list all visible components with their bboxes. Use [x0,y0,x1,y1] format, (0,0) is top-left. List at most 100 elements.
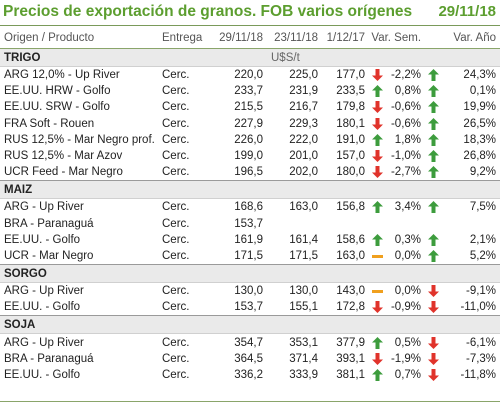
weekly-change: -1,0% [390,150,422,163]
price-current: 220,0 [234,69,263,82]
down-arrow-icon [425,299,442,316]
yearly-change: -11,0% [460,301,497,314]
yearly-change: 0,1% [469,85,497,98]
price-current: 364,5 [234,352,263,365]
unit-label [267,180,500,200]
title-bar: Precios de exportación de granos. FOB va… [0,0,500,26]
col-header-var-sem: Var. Sem. [369,28,426,49]
price-year-ago: 143,0 [336,285,365,298]
section-header-row: MAIZ [0,180,500,200]
col-header-date2: 23/11/18 [267,28,322,49]
price-week-ago: 216,7 [289,101,318,114]
price-year-ago: 191,0 [336,133,365,146]
product-name: UCR - Mar Negro [4,249,94,262]
product-name: EE.UU. SRW - Golfo [4,101,110,114]
table-body: Origen / Producto Entrega 29/11/18 23/11… [0,28,500,383]
yearly-change: 7,5% [469,201,497,214]
product-name: ARG - Up River [4,336,84,349]
price-week-ago: 171,5 [289,249,318,262]
down-arrow-icon [369,164,385,181]
section-name: SOJA [0,315,267,335]
table-row: RUS 12,5% - Mar Azov Cerc. 199,0 201,0 157,0… [0,148,500,164]
unit-label: U$S/t [267,48,500,67]
price-current: 130,0 [234,285,263,298]
product-name: EE.UU. HRW - Golfo [4,85,111,98]
up-arrow-icon [425,199,442,216]
weekly-change: -2,2% [390,69,422,82]
section-name: MAIZ [0,180,267,200]
price-year-ago: 172,8 [336,301,365,314]
price-year-ago: 157,0 [336,150,365,163]
price-year-ago: 177,0 [336,69,365,82]
delivery-term: Cerc. [162,150,190,163]
weekly-change: 0,0% [394,249,422,262]
col-header-entrega: Entrega [156,28,214,49]
down-arrow-icon [369,148,385,164]
product-name: BRA - Paranaguá [4,217,94,230]
weekly-change: 0,5% [394,336,422,349]
price-week-ago: 231,9 [289,85,318,98]
yearly-change: 26,5% [463,117,497,130]
table-row: EE.UU. SRW - Golfo Cerc. 215,5 216,7 179,8 -0… [0,99,500,115]
section-name: SORGO [0,264,267,284]
up-arrow-icon [425,116,442,132]
up-arrow-icon [425,232,442,248]
table-row: ARG - Up River Cerc. 354,7 353,1 377,9 0,5% -6… [0,334,500,351]
yearly-change: -6,1% [465,336,497,349]
delivery-term: Cerc. [162,233,190,246]
weekly-change: -0,6% [390,117,422,130]
col-header-var-anio: Var. Año [425,28,500,49]
up-arrow-icon [425,67,442,84]
yearly-change: 9,2% [469,166,497,179]
col-header-date1: 29/11/18 [214,28,267,49]
table-row: UCR - Mar Negro Cerc. 171,5 171,5 163,0 0,0% 5… [0,248,500,265]
price-year-ago: 233,5 [336,85,365,98]
price-current: 233,7 [234,85,263,98]
delivery-term: Cerc. [162,117,190,130]
delivery-term: Cerc. [162,69,190,82]
section-header-row: TRIGO U$S/t [0,48,500,67]
price-year-ago: 393,1 [336,352,365,365]
report-date: 29/11/18 [438,3,496,20]
yearly-change: 2,1% [469,233,497,246]
product-name: RUS 12,5% - Mar Azov [4,150,123,163]
up-arrow-icon [425,132,442,148]
product-name: EE.UU. - Golfo [4,233,81,246]
col-header-origen: Origen / Producto [0,28,156,49]
price-current: 227,9 [234,117,263,130]
price-year-ago: 180,0 [336,166,365,179]
weekly-change: -2,7% [390,166,422,179]
delivery-term: Cerc. [162,368,190,381]
down-arrow-icon [369,67,385,84]
unit-label [267,264,500,284]
price-week-ago: 130,0 [289,285,318,298]
yearly-change: 5,2% [469,249,497,262]
price-year-ago: 158,6 [336,233,365,246]
table-row: UCR Feed - Mar Negro Cerc. 196,5 202,0 180,0… [0,164,500,181]
price-current: 199,0 [234,150,263,163]
yearly-change [442,216,500,232]
table-row: ARG 12,0% - Up River Cerc. 220,0 225,0 177,0… [0,67,500,84]
weekly-change: 0,7% [394,368,422,381]
yearly-change: 19,9% [463,101,497,114]
table-row: FRA Soft - Rouen Cerc. 227,9 229,3 180,1 -0,6… [0,116,500,132]
flat-dash-icon [369,248,385,265]
price-week-ago: 333,9 [289,368,318,381]
price-week-ago [267,216,322,232]
delivery-term: Cerc. [162,101,190,114]
price-current: 161,9 [234,233,263,246]
yearly-change: -9,1% [465,285,497,298]
product-name: EE.UU. - Golfo [4,368,81,381]
weekly-change: 0,0% [394,285,422,298]
product-name: UCR Feed - Mar Negro [4,166,123,179]
price-year-ago: 179,8 [336,101,365,114]
weekly-change [385,216,425,232]
price-week-ago: 222,0 [289,133,318,146]
yearly-change: -7,3% [465,352,497,365]
up-arrow-icon [369,83,385,99]
down-arrow-icon [369,351,385,367]
price-current: 153,7 [234,217,263,230]
down-arrow-icon [425,351,442,367]
weekly-change: 0,8% [394,85,422,98]
